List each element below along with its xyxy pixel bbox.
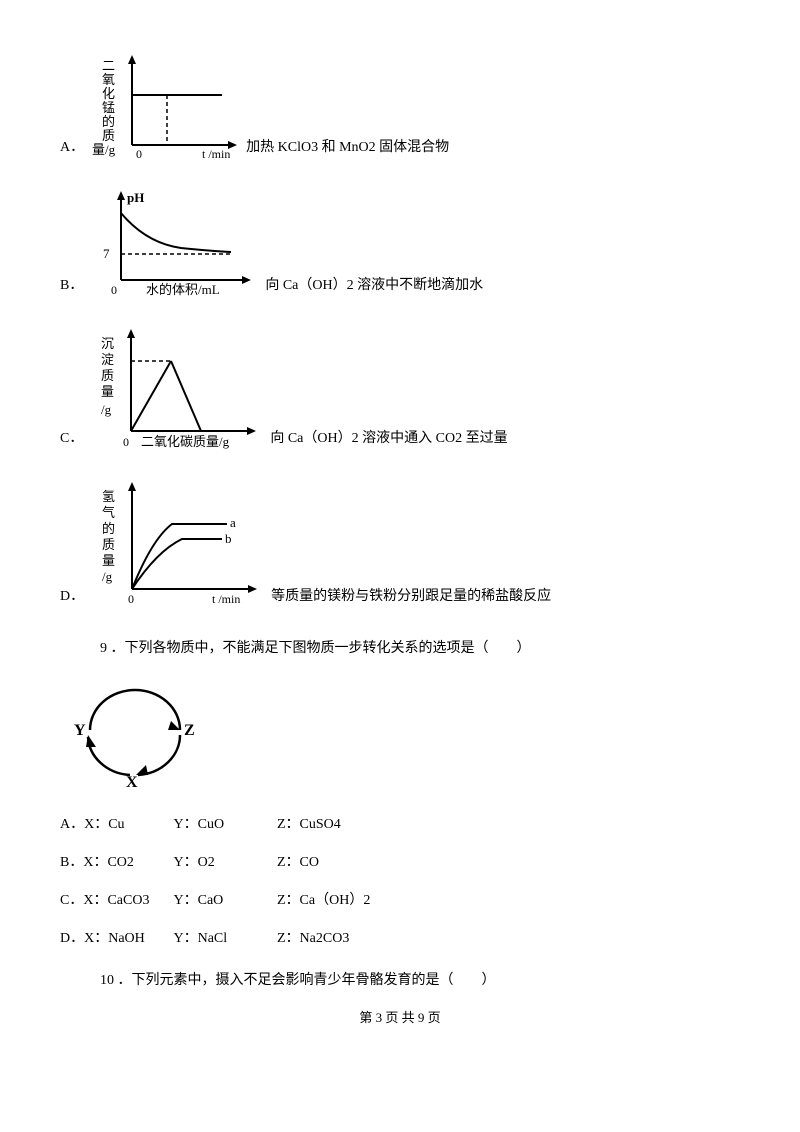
svg-text:t /min: t /min — [212, 592, 240, 606]
svg-text:pH: pH — [127, 190, 144, 205]
svg-text:化: 化 — [102, 86, 115, 101]
svg-text:7: 7 — [103, 246, 110, 261]
svg-text:氧: 氧 — [102, 72, 115, 87]
svg-text:质: 质 — [102, 128, 115, 143]
svg-text:气: 气 — [102, 505, 115, 520]
svg-text:淀: 淀 — [101, 352, 114, 367]
svg-text:0: 0 — [123, 435, 129, 449]
option-a-chart: 二 氧 化 锰 的 质 量/g 0 t /min — [92, 50, 242, 160]
option-d-caption: 等质量的镁粉与铁粉分别跟足量的稀盐酸反应 — [271, 585, 551, 609]
svg-text:量/g: 量/g — [92, 142, 116, 157]
a9c-x: C．X：CaCO3 — [60, 889, 170, 909]
svg-text:量: 量 — [101, 384, 114, 399]
svg-text:质: 质 — [101, 368, 114, 383]
a9c-y: Y：CaO — [174, 889, 274, 909]
option-b-letter: B． — [60, 274, 83, 298]
svg-text:0: 0 — [128, 592, 134, 606]
option-b: B． pH 7 0 水的体积/mL 向 Ca（OH）2 溶液中不断地滴加水 — [60, 188, 740, 298]
option-c-chart: 沉 淀 质 量 /g 0 二氧化碳质量/g — [91, 326, 266, 451]
a9a-z: Z：CuSO4 — [277, 813, 341, 833]
svg-text:的: 的 — [102, 114, 115, 129]
option-c: C． 沉 淀 质 量 /g 0 二氧化碳质量/g 向 Ca（OH）2 溶液中通入… — [60, 326, 740, 451]
question-9-answers: A．X：Cu Y：CuO Z：CuSO4 B．X：CO2 Y：O2 Z：CO C… — [60, 813, 740, 947]
a9b-x: B．X：CO2 — [60, 851, 170, 871]
svg-text:X: X — [126, 774, 138, 791]
a9d-y: Y：NaCl — [174, 927, 274, 947]
answer-9c: C．X：CaCO3 Y：CaO Z：Ca（OH）2 — [60, 889, 740, 909]
svg-text:的: 的 — [102, 521, 115, 536]
option-c-caption: 向 Ca（OH）2 溶液中通入 CO2 至过量 — [270, 427, 507, 451]
svg-text:质: 质 — [102, 537, 115, 552]
option-b-chart: pH 7 0 水的体积/mL — [91, 188, 261, 298]
a9a-y: Y：CuO — [174, 813, 274, 833]
svg-text:t /min: t /min — [202, 147, 230, 160]
option-d-chart: 氢 气 的 质 量 /g a b 0 t /min — [92, 479, 267, 609]
svg-text:二氧化碳质量/g: 二氧化碳质量/g — [141, 434, 230, 449]
svg-text:水的体积/mL: 水的体积/mL — [146, 282, 220, 297]
svg-text:量: 量 — [102, 553, 115, 568]
a9d-x: D．X：NaOH — [60, 927, 170, 947]
svg-text:/g: /g — [102, 569, 113, 584]
a9a-x: A．X：Cu — [60, 813, 170, 833]
a9c-z: Z：Ca（OH）2 — [277, 889, 370, 909]
svg-text:/g: /g — [101, 402, 112, 417]
page: A． 二 氧 化 锰 的 质 量/g 0 t /min 加热 KClO3 和 M… — [0, 0, 800, 1046]
question-10-text: 10 ．下列元素中，摄入不足会影响青少年骨骼发育的是（ ） — [100, 969, 740, 989]
answer-9a: A．X：Cu Y：CuO Z：CuSO4 — [60, 813, 740, 833]
page-footer: 第 3 页 共 9 页 — [60, 1007, 740, 1026]
question-9-diagram: Y Z X — [60, 675, 740, 795]
svg-text:二: 二 — [102, 58, 115, 73]
svg-text:a: a — [230, 515, 236, 530]
svg-text:氢: 氢 — [102, 489, 115, 504]
option-d-letter: D． — [60, 585, 84, 609]
a9b-z: Z：CO — [277, 851, 319, 871]
a9b-y: Y：O2 — [174, 851, 274, 871]
option-a: A． 二 氧 化 锰 的 质 量/g 0 t /min 加热 KClO3 和 M… — [60, 50, 740, 160]
svg-text:0: 0 — [111, 283, 117, 297]
answer-9d: D．X：NaOH Y：NaCl Z：Na2CO3 — [60, 927, 740, 947]
svg-text:0: 0 — [136, 147, 142, 160]
option-b-caption: 向 Ca（OH）2 溶液中不断地滴加水 — [265, 274, 483, 298]
answer-9b: B．X：CO2 Y：O2 Z：CO — [60, 851, 740, 871]
svg-text:b: b — [225, 531, 232, 546]
svg-text:Z: Z — [184, 722, 195, 739]
svg-text:Y: Y — [74, 722, 86, 739]
option-d: D． 氢 气 的 质 量 /g a b 0 t /min 等质量的镁粉与铁粉分别… — [60, 479, 740, 609]
option-c-letter: C． — [60, 427, 83, 451]
question-9-text: 9 ．下列各物质中，不能满足下图物质一步转化关系的选项是（ ） — [100, 637, 740, 657]
svg-text:沉: 沉 — [101, 336, 114, 351]
a9d-z: Z：Na2CO3 — [277, 927, 349, 947]
svg-text:锰: 锰 — [102, 100, 115, 115]
option-a-caption: 加热 KClO3 和 MnO2 固体混合物 — [246, 136, 449, 160]
option-a-letter: A． — [60, 136, 84, 160]
